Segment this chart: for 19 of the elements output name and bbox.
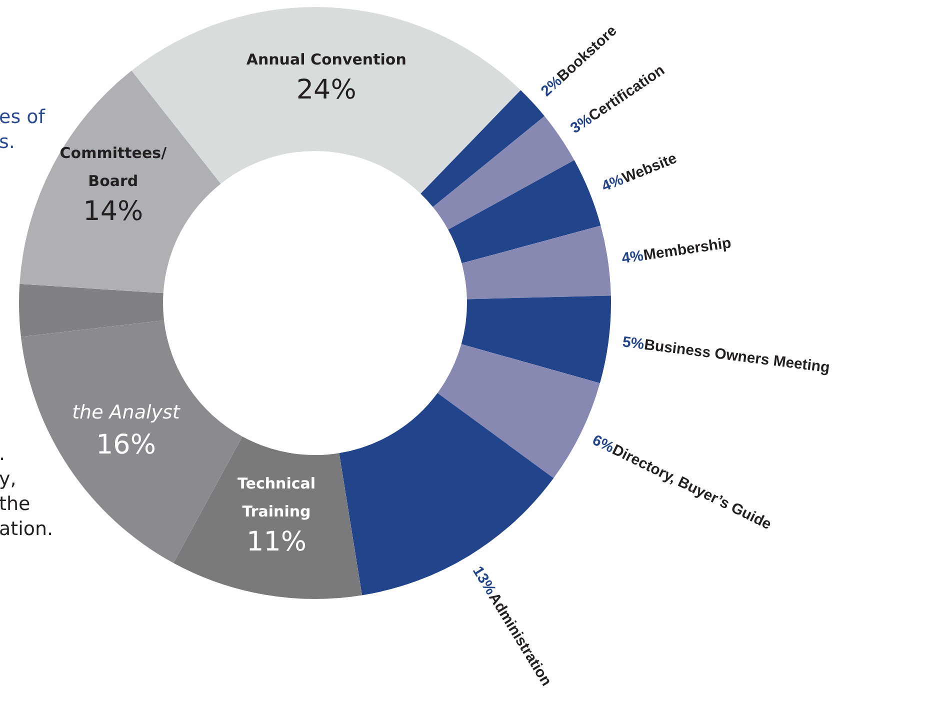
donut-slice — [339, 392, 554, 596]
slice-label: Business Owners Meeting — [643, 336, 831, 376]
category-label: Committees/ Board — [60, 144, 167, 190]
donut-slice — [20, 70, 221, 294]
data-label: 4% — [620, 247, 645, 268]
category-label: Technical Training — [238, 474, 316, 521]
data-label: 11% — [246, 526, 307, 558]
data-label: 24% — [296, 74, 356, 106]
data-label: 14% — [83, 196, 144, 227]
slice-label: Membership — [642, 234, 732, 264]
slice-label: Annual Convention — [246, 50, 406, 68]
slice-label: the Analyst — [72, 401, 182, 424]
text: es of s. — [0, 106, 46, 153]
donut-slice — [462, 226, 611, 300]
donut-slice — [461, 296, 611, 384]
donut-slice — [173, 436, 362, 599]
donut-slice — [448, 160, 601, 264]
data-label: 5% — [621, 334, 646, 354]
data-label: 16% — [96, 429, 156, 460]
